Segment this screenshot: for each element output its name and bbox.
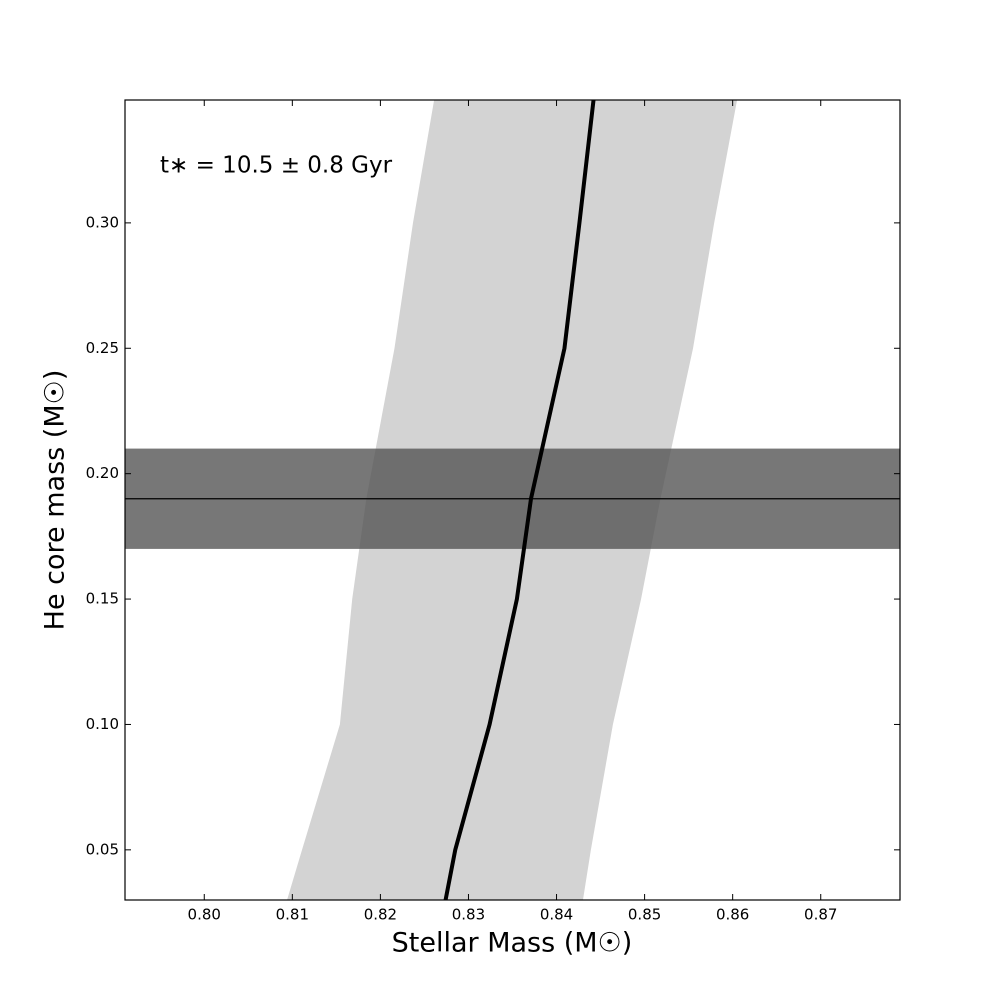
x-axis-label: Stellar Mass (M☉) bbox=[392, 928, 633, 959]
x-tick-label: 0.80 bbox=[188, 906, 221, 924]
x-tick-label: 0.83 bbox=[452, 906, 485, 924]
x-tick-label: 0.81 bbox=[276, 906, 309, 924]
y-tick-label: 0.15 bbox=[86, 590, 119, 608]
y-tick-label: 0.10 bbox=[86, 715, 119, 733]
plot-area bbox=[125, 100, 900, 900]
x-tick-label: 0.87 bbox=[804, 906, 837, 924]
curve bbox=[443, 100, 596, 900]
y-tick-label: 0.30 bbox=[86, 213, 119, 231]
y-tick-label: 0.25 bbox=[86, 339, 119, 357]
y-axis-label: He core mass (M☉) bbox=[40, 370, 71, 631]
x-tick-label: 0.84 bbox=[540, 906, 573, 924]
annotation: t∗ = 10.5 ± 0.8 Gyr bbox=[160, 153, 393, 179]
x-tick-label: 0.86 bbox=[716, 906, 749, 924]
y-tick-label: 0.20 bbox=[86, 464, 119, 482]
x-tick-label: 0.82 bbox=[364, 906, 397, 924]
axes-frame bbox=[124, 99, 901, 901]
y-tick-label: 0.05 bbox=[86, 840, 119, 858]
x-tick-label: 0.85 bbox=[628, 906, 661, 924]
